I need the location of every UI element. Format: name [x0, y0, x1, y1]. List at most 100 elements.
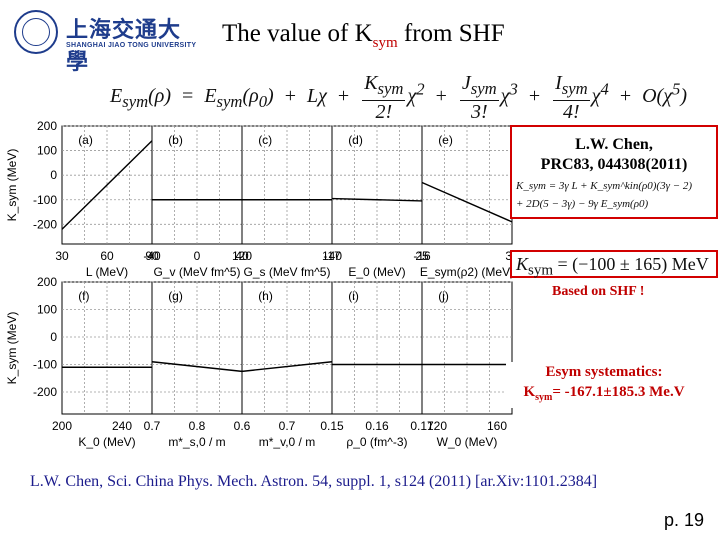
systematics-k-sub: sym [535, 392, 553, 403]
x-axis-label: L (MeV) [86, 265, 128, 279]
x-tick-label: 140 [322, 249, 342, 263]
x-axis-label: G_v (MeV fm^5) [154, 265, 241, 279]
systematics-k: K [523, 384, 536, 400]
formula-j-exp: 3 [509, 79, 518, 99]
formula-lhs-arg: (ρ) [148, 85, 172, 108]
formula-plus-1: + [284, 85, 296, 108]
ksym-relation-line-2: + 2D(5 − 3γ) − 9γ E_sym(ρ0) [516, 198, 649, 210]
formula-k-den: 2! [375, 101, 393, 123]
formula-e0-arg: (ρ [242, 85, 259, 108]
x-tick-label: 0.16 [365, 419, 389, 433]
formula-i-den: 4! [563, 101, 580, 123]
x-tick-label: 40 [235, 249, 249, 263]
systematics-value: = -167.1±185.3 Me.V [552, 384, 685, 400]
x-tick-label: 0 [194, 249, 201, 263]
formula-plus-5: + [619, 85, 632, 108]
reference-box: L.W. Chen, PRC83, 044308(2011) K_sym = 3γ… [510, 125, 718, 219]
x-axis-label: G_s (MeV fm^5) [244, 265, 331, 279]
panel-label: (f) [78, 289, 89, 303]
formula-i-fraction: Isym 4! [553, 72, 590, 123]
ksym-series-line [151, 361, 243, 373]
result-k-sub: sym [528, 262, 554, 279]
x-tick-label: 0.8 [189, 419, 206, 433]
x-tick-label: 200 [52, 419, 72, 433]
formula-j-term: χ [500, 85, 510, 108]
x-axis-label: K_0 (MeV) [78, 435, 135, 449]
title-suffix: from SHF [397, 20, 505, 47]
university-seal-icon [14, 10, 58, 54]
logo-english-name: SHANGHAI JIAO TONG UNIVERSITY [66, 42, 197, 49]
ksym-series-line [331, 197, 423, 202]
result-value: = (−100 ± 165) MeV [553, 254, 709, 274]
formula-i-term: χ [591, 85, 601, 108]
y-tick-label: -200 [33, 217, 57, 231]
y-axis-label: K_sym (MeV) [5, 149, 19, 222]
formula-k-num-sub: sym [377, 79, 404, 98]
x-tick-label: 0.17 [410, 419, 434, 433]
page-number: p. 19 [664, 510, 705, 530]
result-box: Ksym = (−100 ± 165) MeV [510, 250, 718, 280]
formula-e0: E [204, 85, 217, 108]
systematics-line-1: Esym systematics: [545, 364, 663, 380]
y-tick-label: -100 [33, 358, 57, 372]
formula-j-num: J [461, 72, 471, 94]
title-subscript: sym [372, 35, 398, 51]
formula-o-exp: 5 [672, 79, 681, 99]
formula-plus-2: + [337, 85, 350, 108]
y-tick-label: 200 [37, 119, 57, 133]
x-tick-label: 0.7 [279, 419, 296, 433]
panel-label: (d) [348, 133, 363, 147]
formula-k-exp: 2 [416, 79, 425, 99]
slide-title: The value of Ksym from SHF [222, 20, 505, 52]
citation: L.W. Chen, Sci. China Phys. Mech. Astron… [30, 473, 598, 490]
x-tick-label: -40 [143, 249, 161, 263]
formula-e0-close: ) [267, 85, 274, 108]
x-axis-label: m*_s,0 / m [168, 435, 225, 449]
formula-l-term: Lχ [307, 85, 327, 108]
ksym-series-line [241, 361, 333, 373]
x-tick-label: 90 [145, 249, 159, 263]
university-logo: 上海交通大學 SHANGHAI JIAO TONG UNIVERSITY [14, 10, 196, 75]
formula-o-term: O(χ [642, 85, 672, 108]
panel-label: (j) [438, 289, 449, 303]
panel-label: (b) [168, 133, 183, 147]
panel-label: (a) [78, 133, 93, 147]
x-tick-label: 120 [427, 419, 447, 433]
reference-text: L.W. Chen, PRC83, 044308(2011) [512, 135, 716, 175]
formula-o-close: ) [680, 85, 687, 108]
based-on-shf-label: Based on SHF ! [552, 284, 645, 299]
ksym-series-line [421, 181, 513, 223]
formula-k-fraction: Ksym 2! [362, 72, 406, 123]
formula-i-num-sub: sym [561, 79, 588, 98]
y-tick-label: -200 [33, 385, 57, 399]
reference-line-1: L.W. Chen, [575, 136, 653, 153]
x-axis-label: E_sym(ρ2) (MeV) [420, 265, 514, 279]
panel-label: (c) [258, 133, 272, 147]
reference-line-2: PRC83, 044308(2011) [540, 156, 688, 173]
x-tick-label: 30 [55, 249, 69, 263]
formula-k-num: K [364, 72, 378, 94]
formula-plus-3: + [435, 85, 447, 108]
logo-chinese-name: 上海交通大學 [66, 17, 182, 75]
formula-e0-arg-sub: 0 [258, 92, 268, 112]
formula-i-num: I [555, 72, 562, 94]
x-tick-label: 120 [232, 249, 252, 263]
x-tick-label: 0.15 [320, 419, 344, 433]
formula-lhs: E [110, 85, 123, 108]
ksym-series-line [61, 140, 153, 230]
y-axis-label: K_sym (MeV) [5, 312, 19, 385]
y-tick-label: -100 [33, 193, 57, 207]
panel-label: (e) [438, 133, 453, 147]
title-prefix: The value of K [222, 20, 373, 47]
formula-j-fraction: Jsym 3! [459, 72, 499, 123]
y-tick-label: 100 [37, 303, 57, 317]
formula-plus-4: + [528, 85, 541, 108]
esym-expansion-formula: Esym(ρ) = Esym(ρ0) + Lχ + Ksym 2! χ2 + Jsy… [110, 72, 687, 123]
formula-lhs-sub: sym [122, 92, 149, 112]
y-tick-label: 0 [50, 168, 57, 182]
x-axis-label: m*_v,0 / m [259, 435, 315, 449]
formula-equals: = [182, 85, 194, 108]
panel-label: (g) [168, 289, 183, 303]
result-equation: Ksym = (−100 ± 165) MeV [516, 254, 709, 280]
formula-j-num-sub: sym [470, 79, 497, 98]
